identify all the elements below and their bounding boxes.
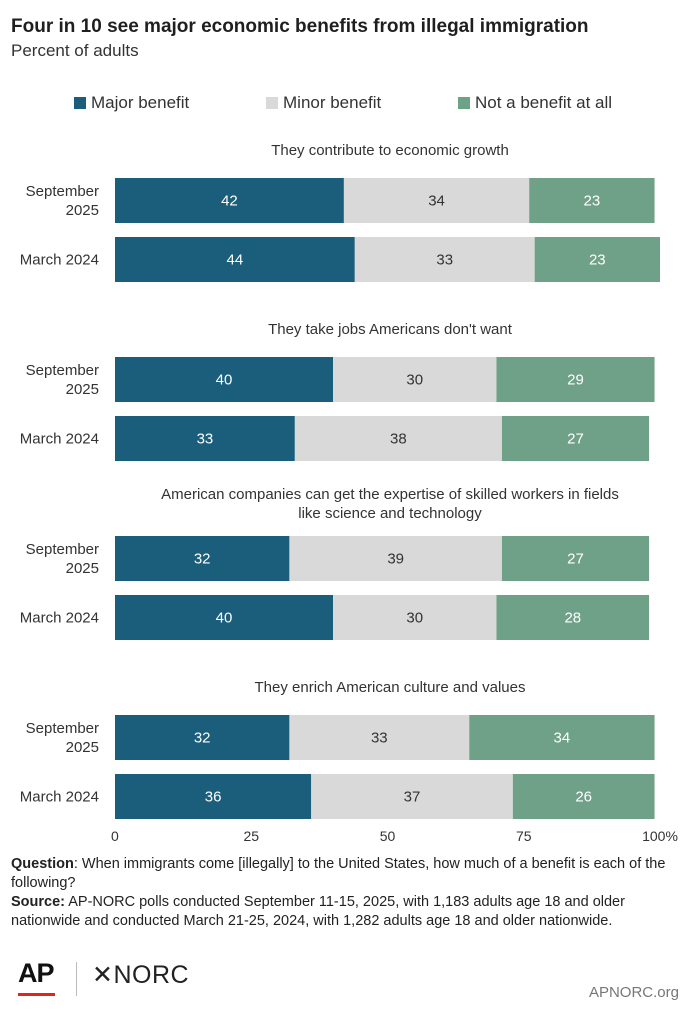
- data-label: 36: [205, 789, 222, 806]
- bar-segment: [343, 178, 530, 223]
- data-label: 37: [404, 789, 421, 806]
- legend-swatch-minor: [266, 97, 278, 109]
- data-label: 27: [567, 551, 584, 568]
- bar-segment: [289, 536, 502, 581]
- stacked-bar-chart: They contribute to economic growth Septem…: [20, 142, 678, 844]
- row-label: September: [26, 541, 99, 558]
- legend-item-major: Major benefit: [74, 93, 189, 113]
- data-label: 23: [584, 193, 601, 210]
- row-label: March 2024: [20, 252, 99, 269]
- bar-segment: [289, 715, 470, 760]
- row-label: September: [26, 362, 99, 379]
- source-label: Source:: [11, 894, 65, 910]
- data-label: 32: [194, 551, 211, 568]
- bar-segment: [354, 237, 535, 282]
- legend-label-minor: Minor benefit: [283, 93, 382, 112]
- row-label: September: [26, 720, 99, 737]
- bar-segment: [496, 357, 655, 402]
- bar-segment: [311, 774, 513, 819]
- bar-segment: [115, 178, 344, 223]
- legend-swatch-major: [74, 97, 86, 109]
- bar-segment: [501, 536, 650, 581]
- data-label: 40: [216, 610, 233, 627]
- data-label: 33: [436, 252, 453, 269]
- ap-logo-underline: [18, 993, 55, 996]
- bar-segment: [534, 237, 660, 282]
- data-label: 42: [221, 193, 238, 210]
- data-label: 26: [575, 789, 592, 806]
- bar-segment: [496, 595, 650, 640]
- legend-swatch-not: [458, 97, 470, 109]
- bar-segment: [512, 774, 655, 819]
- source-text: AP-NORC polls conducted September 11-15,…: [11, 894, 625, 929]
- data-label: 30: [406, 610, 423, 627]
- row-label: 2025: [66, 202, 99, 219]
- bar-segment: [115, 237, 355, 282]
- data-label: 40: [216, 372, 233, 389]
- bar-segment: [529, 178, 655, 223]
- group-title: They enrich American culture and values: [255, 679, 526, 696]
- row-label: 2025: [66, 381, 99, 398]
- x-tick-label: 50: [380, 828, 396, 844]
- data-label: 33: [371, 730, 388, 747]
- question-note: Question: When immigrants come [illegall…: [11, 855, 681, 893]
- data-label: 38: [390, 431, 407, 448]
- data-label: 27: [567, 431, 584, 448]
- bar-segment: [469, 715, 655, 760]
- row-label: 2025: [66, 560, 99, 577]
- bar-segment: [294, 416, 502, 461]
- data-label: 39: [387, 551, 404, 568]
- question-label: Question: [11, 856, 74, 872]
- bar-segment: [501, 416, 650, 461]
- data-label: 32: [194, 730, 211, 747]
- row-label: September: [26, 183, 99, 200]
- question-text: : When immigrants come [illegally] to th…: [11, 856, 666, 891]
- bar-segment: [115, 416, 295, 461]
- x-tick-label: 75: [516, 828, 532, 844]
- norc-logo: ✕NORC: [92, 961, 190, 989]
- logo-divider: [76, 962, 77, 996]
- bar-segment: [333, 357, 497, 402]
- group-title: They take jobs Americans don't want: [268, 321, 513, 338]
- data-label: 30: [406, 372, 423, 389]
- data-label: 29: [567, 372, 584, 389]
- chart-title: Four in 10 see major economic benefits f…: [11, 16, 589, 37]
- group-title: They contribute to economic growth: [271, 142, 509, 159]
- data-label: 33: [197, 431, 214, 448]
- x-tick-label: 25: [243, 828, 259, 844]
- row-label: March 2024: [20, 431, 99, 448]
- data-label: 28: [564, 610, 581, 627]
- bar-segment: [115, 536, 290, 581]
- group-title: like science and technology: [298, 505, 482, 522]
- legend-label-major: Major benefit: [91, 93, 190, 112]
- bar-segment: [115, 595, 333, 640]
- bar-segment: [115, 774, 312, 819]
- group-title: American companies can get the expertise…: [161, 486, 619, 503]
- row-label: March 2024: [20, 610, 99, 627]
- chart-subtitle: Percent of adults: [11, 41, 139, 60]
- site-url: APNORC.org: [588, 984, 679, 1001]
- footnote: Question: When immigrants come [illegall…: [11, 855, 681, 931]
- x-tick-label: 0: [111, 828, 119, 844]
- row-label: March 2024: [20, 789, 99, 806]
- bar-segment: [115, 357, 333, 402]
- bar-segment: [333, 595, 497, 640]
- ap-logo: AP: [18, 958, 55, 988]
- chart-legend: Major benefit Minor benefit Not a benefi…: [0, 93, 690, 113]
- row-label: 2025: [66, 739, 99, 756]
- data-label: 23: [589, 252, 606, 269]
- data-label: 34: [554, 730, 571, 747]
- legend-item-not: Not a benefit at all: [458, 93, 612, 113]
- x-tick-label: 100%: [642, 828, 678, 844]
- bar-segment: [115, 715, 290, 760]
- legend-item-minor: Minor benefit: [266, 93, 381, 113]
- source-note: Source: AP-NORC polls conducted Septembe…: [11, 893, 681, 931]
- legend-label-not: Not a benefit at all: [475, 93, 613, 112]
- data-label: 34: [428, 193, 445, 210]
- data-label: 44: [227, 252, 244, 269]
